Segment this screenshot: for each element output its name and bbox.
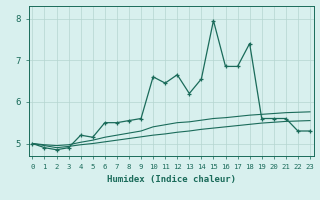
- X-axis label: Humidex (Indice chaleur): Humidex (Indice chaleur): [107, 175, 236, 184]
